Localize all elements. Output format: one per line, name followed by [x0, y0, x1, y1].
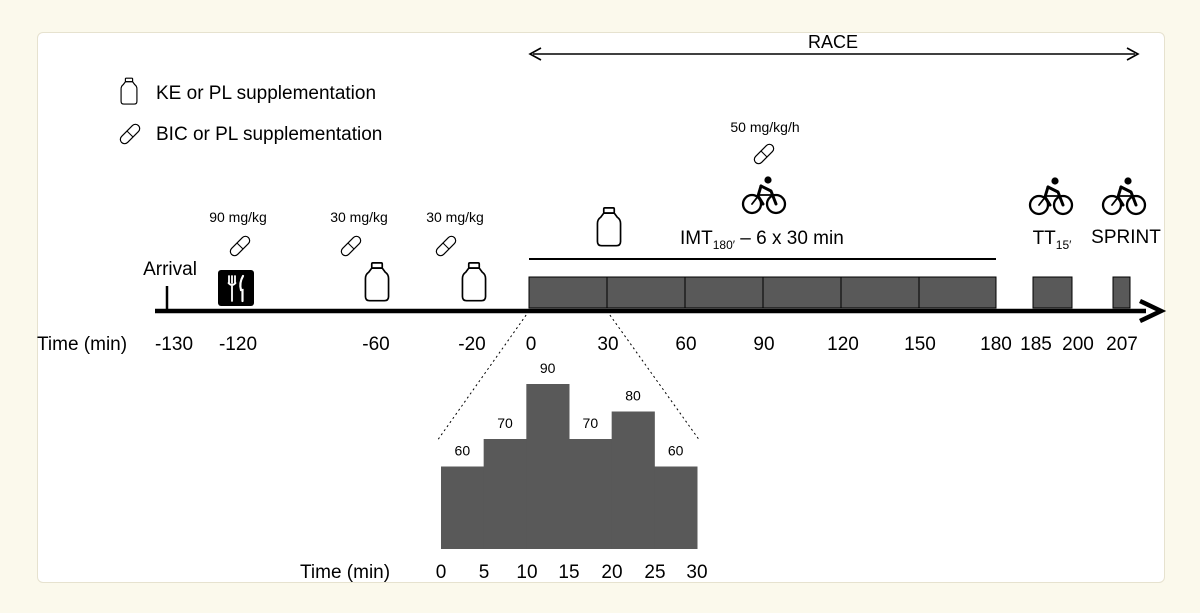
time-tick: -60 [362, 334, 389, 355]
time-tick: -130 [155, 334, 193, 355]
legend-ke-label: KE or PL supplementation [156, 83, 376, 104]
time-tick: 120 [827, 334, 859, 355]
race-label: RACE [808, 32, 858, 52]
time-tick: 185 [1020, 334, 1052, 355]
bottle-icon [120, 77, 138, 105]
cyclist-icon [1101, 175, 1147, 216]
sprint-block [1112, 276, 1131, 309]
pill-icon [433, 233, 459, 259]
profile-tick-labels: 0 5 10 15 20 25 30 [436, 562, 708, 583]
bottle-icon [364, 262, 390, 302]
interval-block [918, 276, 997, 309]
profile-step [611, 411, 655, 549]
time-axis-label: Time (min) [37, 334, 127, 355]
race-arrow-right [1126, 47, 1140, 61]
profile-step-label: 60 [668, 443, 684, 459]
time-tick: 30 [597, 334, 618, 355]
interval-block [762, 276, 842, 309]
zoom-guide-right [606, 310, 701, 442]
time-tick-labels: -130 -120 -60 -20 0 30 60 90 120 150 180… [155, 334, 1138, 355]
profile-step-label: 70 [497, 415, 513, 431]
intensity-profile: 60 70 90 70 80 60 [441, 360, 698, 549]
profile-tick: 0 [436, 562, 447, 583]
time-tick: 90 [753, 334, 774, 355]
profile-step-label: 70 [583, 415, 599, 431]
sprint-label: SPRINT [1091, 227, 1161, 248]
profile-tick: 30 [686, 562, 707, 583]
time-tick: 200 [1062, 334, 1094, 355]
interval-block [606, 276, 686, 309]
dose-label-minus120: 90 mg/kg [209, 209, 267, 225]
legend-bic-label: BIC or PL supplementation [156, 124, 382, 145]
race-arrow-left [528, 47, 542, 61]
tt-label: TT15′ [1033, 228, 1073, 252]
interval-block [840, 276, 920, 309]
fork-knife-icon [218, 270, 254, 306]
time-tick: -20 [458, 334, 485, 355]
race-dose-label: 50 mg/kg/h [730, 119, 799, 135]
time-trial-block [1032, 276, 1073, 309]
time-tick: -120 [219, 334, 257, 355]
profile-step [654, 466, 698, 549]
zoom-guide-left [436, 310, 530, 442]
dose-label-minus60: 30 mg/kg [330, 209, 388, 225]
bottle-icon [596, 207, 622, 247]
pill-icon [338, 233, 364, 259]
profile-step [526, 384, 570, 549]
cyclist-icon [741, 174, 787, 215]
profile-tick: 15 [558, 562, 579, 583]
time-tick: 180 [980, 334, 1012, 355]
time-tick: 150 [904, 334, 936, 355]
profile-tick: 5 [479, 562, 490, 583]
profile-time-label: Time (min) [300, 562, 390, 583]
imt-label: IMT180′ – 6 x 30 min [680, 228, 844, 252]
profile-step [441, 466, 485, 549]
profile-step-label: 90 [540, 360, 556, 376]
pill-icon [751, 141, 777, 167]
race-blocks [528, 276, 1131, 309]
time-tick: 207 [1106, 334, 1138, 355]
profile-tick: 25 [644, 562, 665, 583]
bottle-icon [461, 262, 487, 302]
profile-tick: 10 [516, 562, 537, 583]
interval-block [528, 276, 608, 309]
profile-step [483, 439, 527, 549]
dose-label-minus20: 30 mg/kg [426, 209, 484, 225]
time-tick: 0 [526, 334, 537, 355]
profile-step [569, 439, 613, 549]
interval-block [684, 276, 764, 309]
profile-step-label: 80 [625, 388, 641, 404]
time-axis-arrowhead [1139, 298, 1167, 324]
pill-icon [117, 121, 143, 147]
profile-tick: 20 [601, 562, 622, 583]
profile-step-label: 60 [455, 443, 471, 459]
arrival-label: Arrival [143, 259, 197, 280]
pill-icon [227, 233, 253, 259]
cyclist-icon [1028, 175, 1074, 216]
time-tick: 60 [675, 334, 696, 355]
